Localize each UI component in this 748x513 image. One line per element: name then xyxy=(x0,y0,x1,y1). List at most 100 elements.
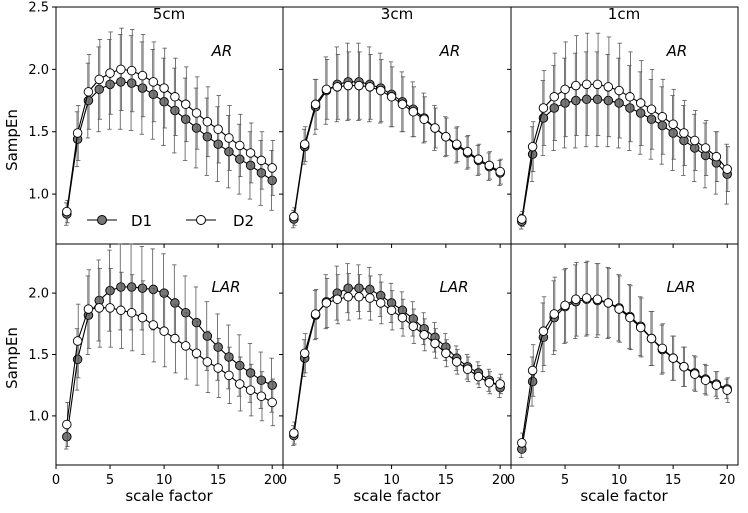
data-point xyxy=(256,168,267,178)
data-point xyxy=(116,77,126,87)
data-point xyxy=(224,352,234,362)
data-point xyxy=(614,85,624,96)
series-d1-ar-1cm xyxy=(517,51,732,230)
series-d2-lar-5cm xyxy=(62,268,277,447)
column-title-5cm: 5cm xyxy=(153,5,185,23)
legend: D1 D2 xyxy=(87,212,254,230)
data-point xyxy=(668,119,678,130)
series-d1-ar-3cm xyxy=(289,42,505,229)
data-point xyxy=(245,368,256,378)
data-point xyxy=(571,294,581,305)
data-point xyxy=(148,89,159,100)
y-axis-label-bottom: SampEn xyxy=(3,327,21,389)
data-point xyxy=(517,214,527,224)
x-tick-label: 15 xyxy=(210,473,227,488)
x-tick-label: 15 xyxy=(665,473,682,488)
data-point xyxy=(213,124,223,134)
series-d1-lar-5cm xyxy=(62,243,277,450)
data-point xyxy=(267,380,277,390)
data-point xyxy=(625,103,635,113)
data-point xyxy=(180,341,191,351)
data-point xyxy=(538,103,549,113)
data-point xyxy=(126,308,137,318)
data-point xyxy=(679,362,689,372)
legend-label-d2: D2 xyxy=(233,212,254,230)
data-point xyxy=(581,293,592,303)
data-point xyxy=(495,379,505,389)
data-point xyxy=(235,360,245,371)
data-point xyxy=(202,117,213,127)
data-point xyxy=(354,80,364,91)
data-point xyxy=(126,282,137,292)
data-point xyxy=(646,333,657,344)
data-point xyxy=(256,375,267,386)
panel-frame xyxy=(510,243,739,466)
data-point xyxy=(170,105,180,116)
x-tick-label: 15 xyxy=(438,473,455,488)
data-point xyxy=(321,84,332,95)
data-point xyxy=(202,357,213,367)
data-point xyxy=(614,98,624,108)
data-point xyxy=(495,166,505,177)
column-title-3cm: 3cm xyxy=(381,5,413,23)
data-point xyxy=(462,146,473,157)
series-d1-lar-1cm xyxy=(517,262,732,459)
x-tick-label: 10 xyxy=(156,473,173,488)
data-point xyxy=(441,348,451,359)
data-point xyxy=(148,284,159,295)
data-point xyxy=(235,140,245,151)
data-point xyxy=(299,348,310,359)
series-d2-lar-1cm xyxy=(517,260,732,454)
series-line xyxy=(293,287,501,436)
plot-layer: 1.01.52.02.50 5 10 15 201.01.52.00 5 10 15 200 5 1… xyxy=(28,1,739,488)
series-d2-ar-3cm xyxy=(289,51,505,226)
data-point xyxy=(224,146,234,157)
series-d2-ar-5cm xyxy=(62,27,277,224)
x-tick-label: 20 xyxy=(719,473,736,488)
data-point xyxy=(180,99,191,110)
x-tick-label: 10 xyxy=(611,473,628,488)
y-tick-label: 2.5 xyxy=(28,1,49,16)
data-point xyxy=(267,175,277,186)
data-point xyxy=(343,80,353,91)
y-axis-label-top: SampEn xyxy=(3,109,21,171)
data-point xyxy=(224,133,234,143)
x-tick-label: 0 xyxy=(279,473,287,488)
data-point xyxy=(310,99,321,110)
data-point xyxy=(116,282,126,292)
data-point xyxy=(343,292,353,302)
data-point xyxy=(137,70,148,81)
data-point xyxy=(159,288,169,298)
data-point xyxy=(635,98,646,108)
data-point xyxy=(105,68,115,78)
data-point xyxy=(700,143,711,153)
data-point xyxy=(581,94,592,105)
data-point xyxy=(148,77,159,87)
data-point xyxy=(267,397,277,408)
panel-frame xyxy=(282,6,512,245)
data-point xyxy=(159,97,169,107)
data-point xyxy=(191,348,202,359)
data-point xyxy=(94,303,104,313)
data-point xyxy=(603,82,614,92)
data-point xyxy=(235,379,245,389)
data-point xyxy=(592,79,603,90)
panel-frame xyxy=(55,6,284,245)
data-point xyxy=(310,309,321,319)
data-point xyxy=(332,294,343,305)
series-d2-lar-3cm xyxy=(289,273,505,445)
data-point xyxy=(517,438,527,448)
panel-lar-3cm: 0 5 10 15 20 xyxy=(279,243,512,488)
data-point xyxy=(105,79,115,90)
data-point xyxy=(441,131,451,142)
data-point xyxy=(148,320,159,330)
data-point xyxy=(603,298,614,308)
y-tick-label: 2.0 xyxy=(28,63,49,78)
panel-frame xyxy=(282,243,512,466)
data-point xyxy=(83,304,94,314)
data-point xyxy=(159,83,169,93)
data-point xyxy=(289,428,299,438)
x-tick-label: 20 xyxy=(264,473,281,488)
data-point xyxy=(690,369,700,379)
data-point xyxy=(690,135,700,146)
